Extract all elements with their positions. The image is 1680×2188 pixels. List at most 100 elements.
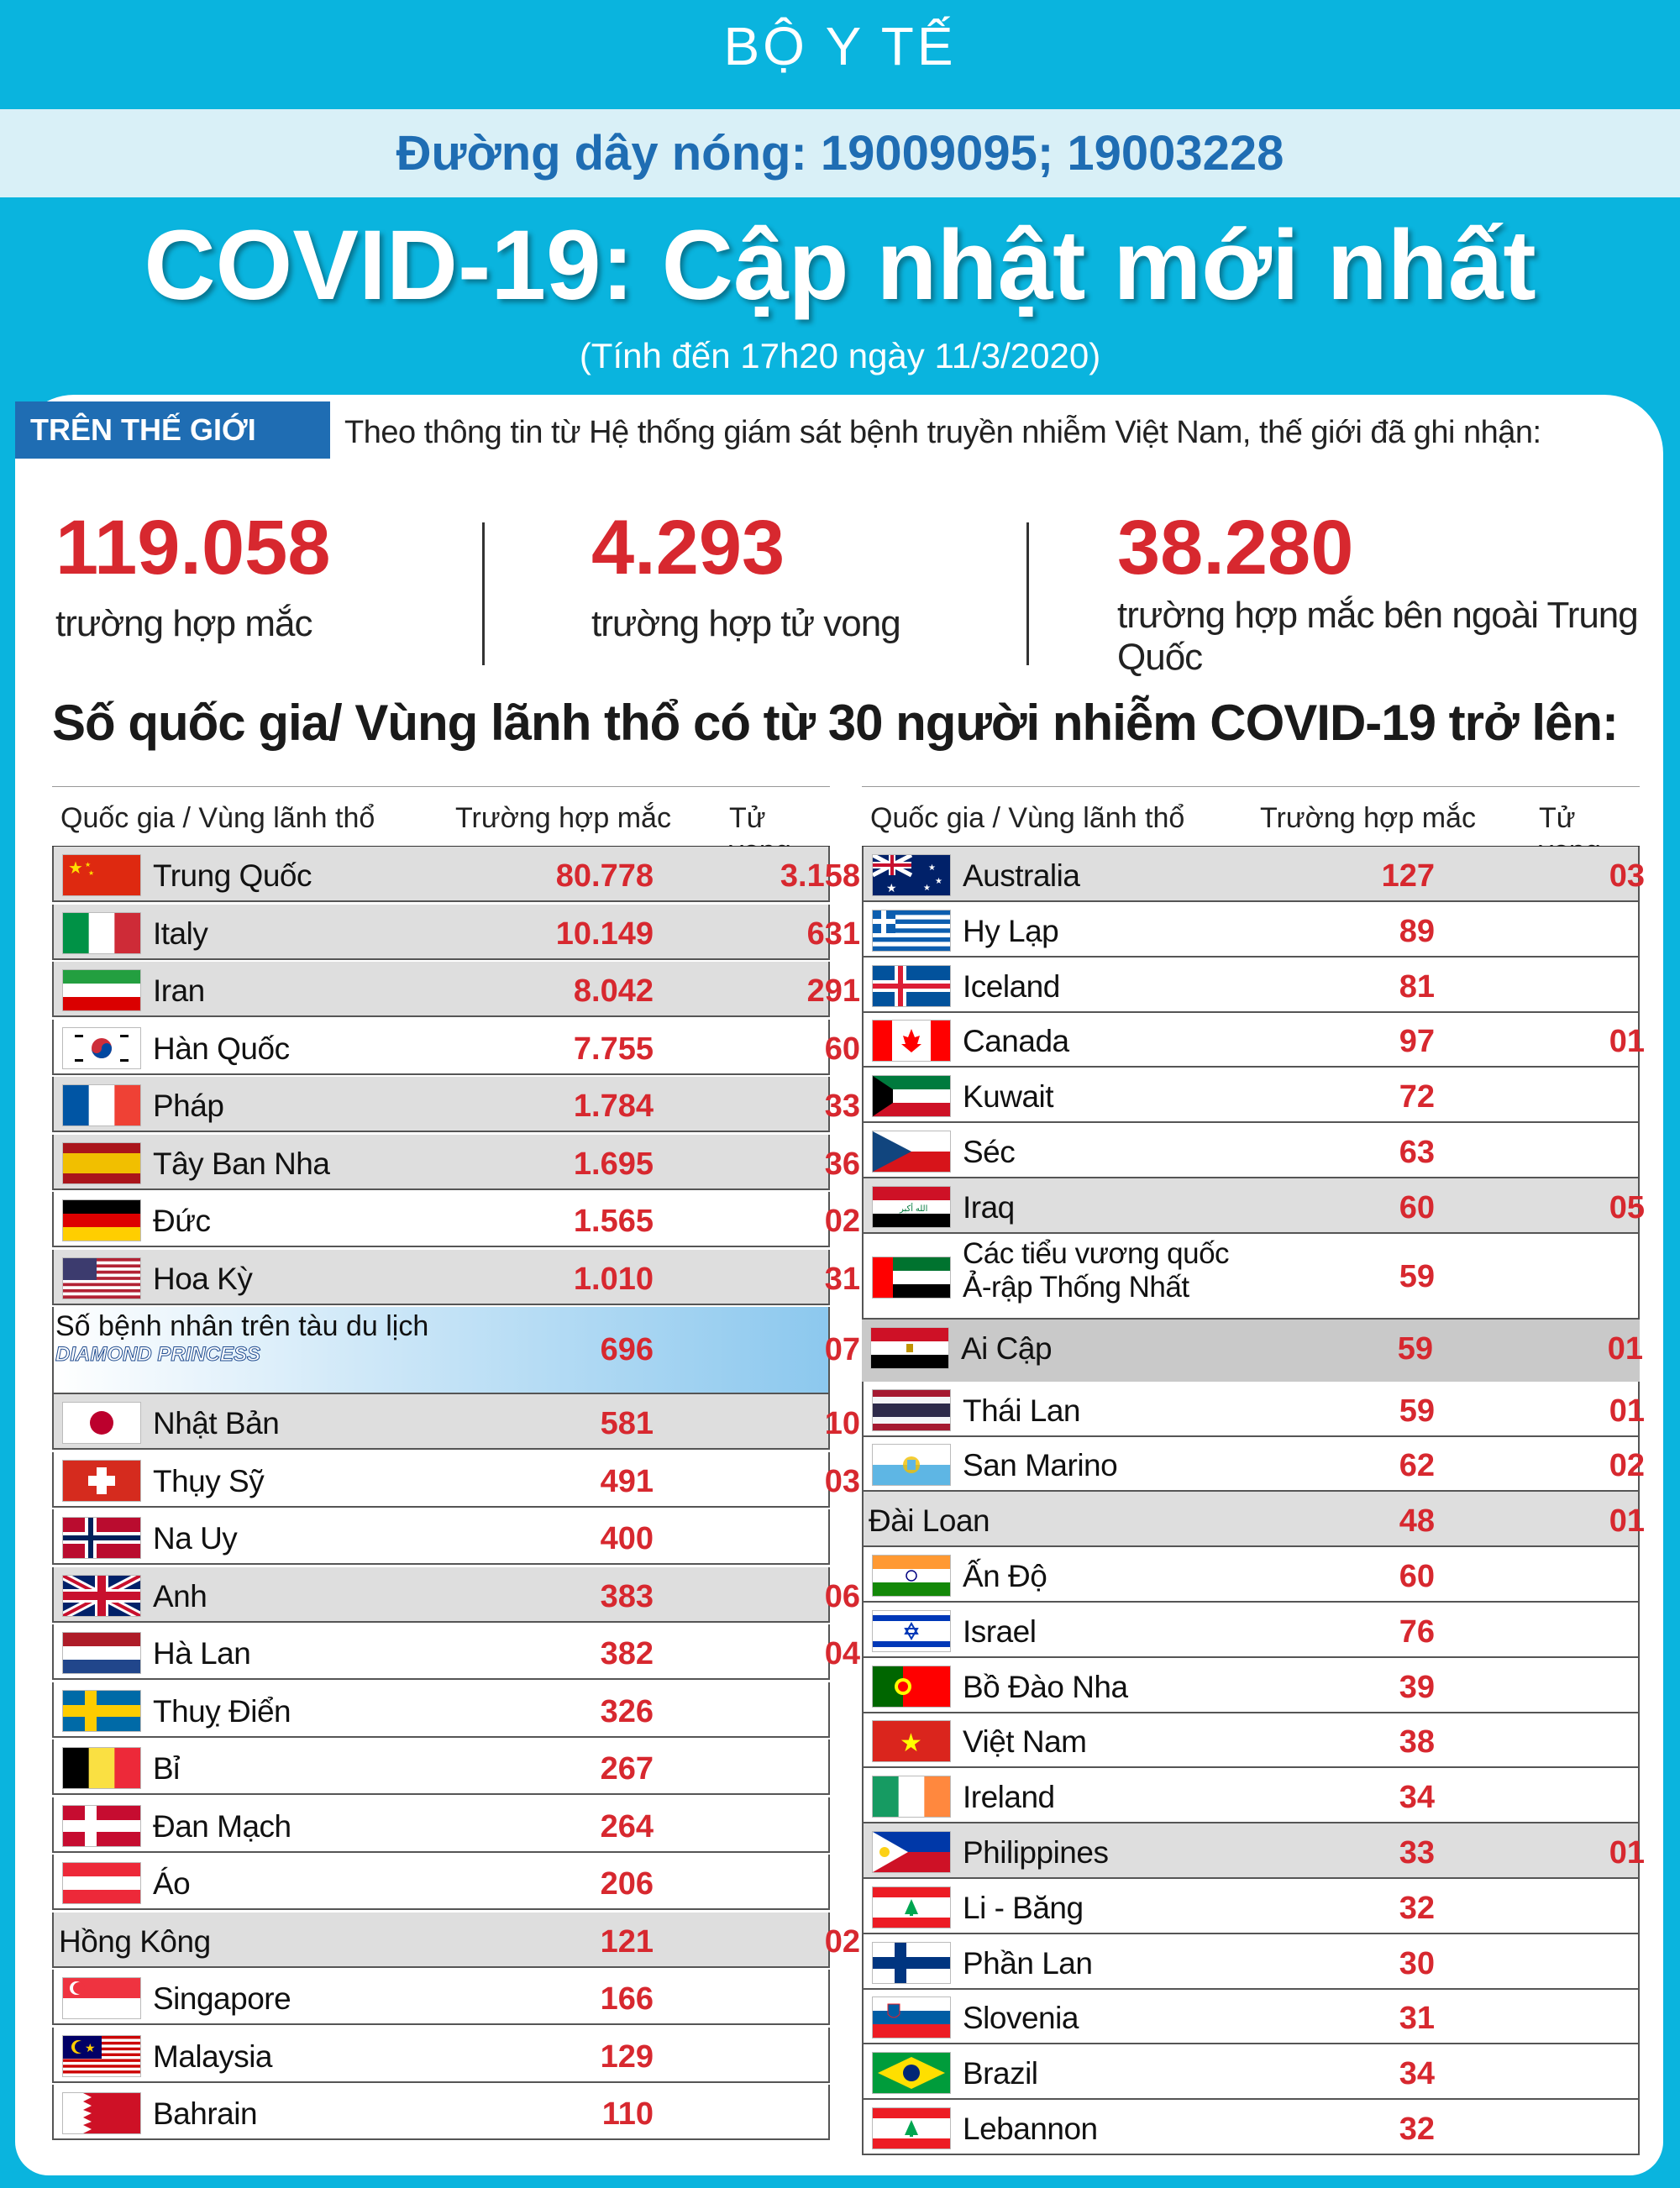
finland-flag <box>872 1941 951 1984</box>
malaysia-flag: ★ <box>62 2034 141 2077</box>
case-count: 89 <box>1399 913 1435 949</box>
case-count: 31 <box>1399 2001 1435 2037</box>
death-count: 01 <box>1609 1835 1645 1871</box>
denmark-flag <box>62 1804 141 1847</box>
egypt-flag <box>870 1326 949 1369</box>
country-name: Séc <box>963 1135 1016 1169</box>
country-name: Đài Loan <box>869 1503 990 1539</box>
table-row: Italy 10.149 631 <box>52 904 860 960</box>
header-cases: Trường hợp mắc <box>455 802 671 834</box>
table-row: Đài Loan 48 01 <box>862 1492 1645 1548</box>
france-flag <box>62 1084 141 1126</box>
case-count: 59 <box>1397 1330 1433 1367</box>
table-row: San Marino 62 02 <box>862 1436 1645 1493</box>
switzerland-flag <box>62 1459 141 1502</box>
lebanon-flag <box>872 2107 951 2149</box>
table-row: Áo 206 <box>52 1855 830 1910</box>
country-name: Iceland <box>963 968 1060 1004</box>
thailand-flag <box>872 1388 951 1431</box>
table-row: Canada 97 01 <box>862 1012 1645 1068</box>
case-count: 59 <box>1399 1258 1435 1294</box>
case-count: 267 <box>600 1751 654 1787</box>
country-name: Slovenia <box>963 2001 1079 2036</box>
country-name: Lebannon <box>963 2112 1098 2146</box>
case-count: 59 <box>1399 1393 1435 1429</box>
table-row: Slovenia 31 <box>862 1989 1640 2045</box>
country-name: Việt Nam <box>963 1724 1087 1760</box>
country-name: Trung Quốc <box>153 858 312 893</box>
country-name: Ireland <box>963 1780 1055 1815</box>
table-row: Bỉ 267 <box>52 1739 830 1795</box>
table-row: ★ Malaysia 129 <box>52 2027 830 2083</box>
table-row: Singapore 166 <box>52 1970 830 2025</box>
case-count: 81 <box>1399 968 1435 1005</box>
belgium-flag <box>62 1747 141 1789</box>
header-cases: Trường hợp mắc <box>1260 802 1476 834</box>
svg-text:★: ★ <box>886 881 897 895</box>
death-count: 60 <box>824 1031 860 1067</box>
canada-flag <box>872 1020 951 1063</box>
table-row: Anh 383 06 <box>52 1566 860 1623</box>
uae-flag <box>872 1256 951 1299</box>
vietnam-flag: ★ <box>872 1720 951 1763</box>
table-row: Na Uy 400 <box>52 1509 830 1565</box>
country-name: Anh <box>153 1578 207 1613</box>
table-row: Pháp 1.784 33 <box>52 1077 860 1132</box>
israel-flag <box>872 1609 951 1652</box>
case-count: 326 <box>600 1693 654 1729</box>
table-row: Bồ Đào Nha 39 <box>862 1657 1640 1713</box>
brazil-flag <box>872 2052 951 2095</box>
country-name: Brazil <box>963 2056 1038 2091</box>
country-name: Hy Lạp <box>963 913 1059 948</box>
iceland-flag <box>872 964 951 1007</box>
country-name: Tây Ban Nha <box>153 1146 330 1181</box>
country-name: Ả-rập Thống Nhất <box>963 1270 1189 1304</box>
svg-text:★: ★ <box>88 869 94 877</box>
portugal-flag <box>872 1665 951 1708</box>
table-row: Nhật Bản 581 10 <box>52 1394 860 1450</box>
table-row: Hồng Kông 121 02 <box>52 1912 860 1968</box>
ship-label: Số bệnh nhân trên tàu du lịch <box>55 1310 429 1342</box>
case-count: 206 <box>600 1866 654 1902</box>
table-row: Hoa Kỳ 1.010 31 <box>52 1249 860 1305</box>
header-country: Quốc gia / Vùng lãnh thổ <box>60 802 375 834</box>
usa-flag <box>62 1257 141 1299</box>
table-row: Ấn Độ 60 <box>862 1547 1640 1603</box>
case-count: 696 <box>600 1332 654 1367</box>
bahrain-flag <box>62 2092 141 2134</box>
death-count: 02 <box>1609 1448 1645 1484</box>
case-count: 60 <box>1399 1559 1435 1594</box>
world-section-tag: TRÊN THẾ GIỚI <box>15 401 330 459</box>
stat-total-cases: 119.058 <box>55 505 331 590</box>
case-count: 1.010 <box>573 1261 654 1297</box>
diamond-princess-logo: DIAMOND PRINCESS <box>55 1343 261 1366</box>
country-name: Bồ Đào Nha <box>963 1669 1128 1704</box>
table-row: Brazil 34 <box>862 2044 1640 2101</box>
case-count: 127 <box>1381 858 1435 894</box>
death-count: 04 <box>824 1636 860 1671</box>
case-count: 121 <box>600 1923 654 1960</box>
death-count: 631 <box>806 916 860 952</box>
country-name: Hồng Kông <box>59 1923 211 1959</box>
case-count: 8.042 <box>573 973 654 1009</box>
death-count: 33 <box>824 1089 860 1124</box>
stat-divider <box>482 522 485 665</box>
svg-text:★: ★ <box>85 2041 96 2054</box>
country-name: Italy <box>153 916 208 951</box>
stat-total-cases-label: trường hợp mắc <box>55 603 312 644</box>
table-row: Thái Lan 59 01 <box>862 1381 1645 1437</box>
country-name: Pháp <box>153 1089 224 1123</box>
country-name: Nhật Bản <box>153 1406 280 1440</box>
country-name: Áo <box>153 1866 191 1901</box>
slovenia-flag <box>872 1996 951 2039</box>
iraq-flag: الله أكبر <box>872 1185 951 1228</box>
death-count: 06 <box>824 1578 860 1614</box>
case-count: 62 <box>1399 1448 1435 1484</box>
ireland-flag <box>872 1776 951 1818</box>
table-row: Hy Lạp 89 <box>862 901 1640 958</box>
country-name: Các tiểu vương quốc <box>963 1236 1230 1270</box>
country-name: Đan Mạch <box>153 1808 291 1844</box>
table-row: Iran 8.042 291 <box>52 962 860 1017</box>
south-korea-flag <box>62 1026 141 1069</box>
italy-flag <box>62 911 141 954</box>
